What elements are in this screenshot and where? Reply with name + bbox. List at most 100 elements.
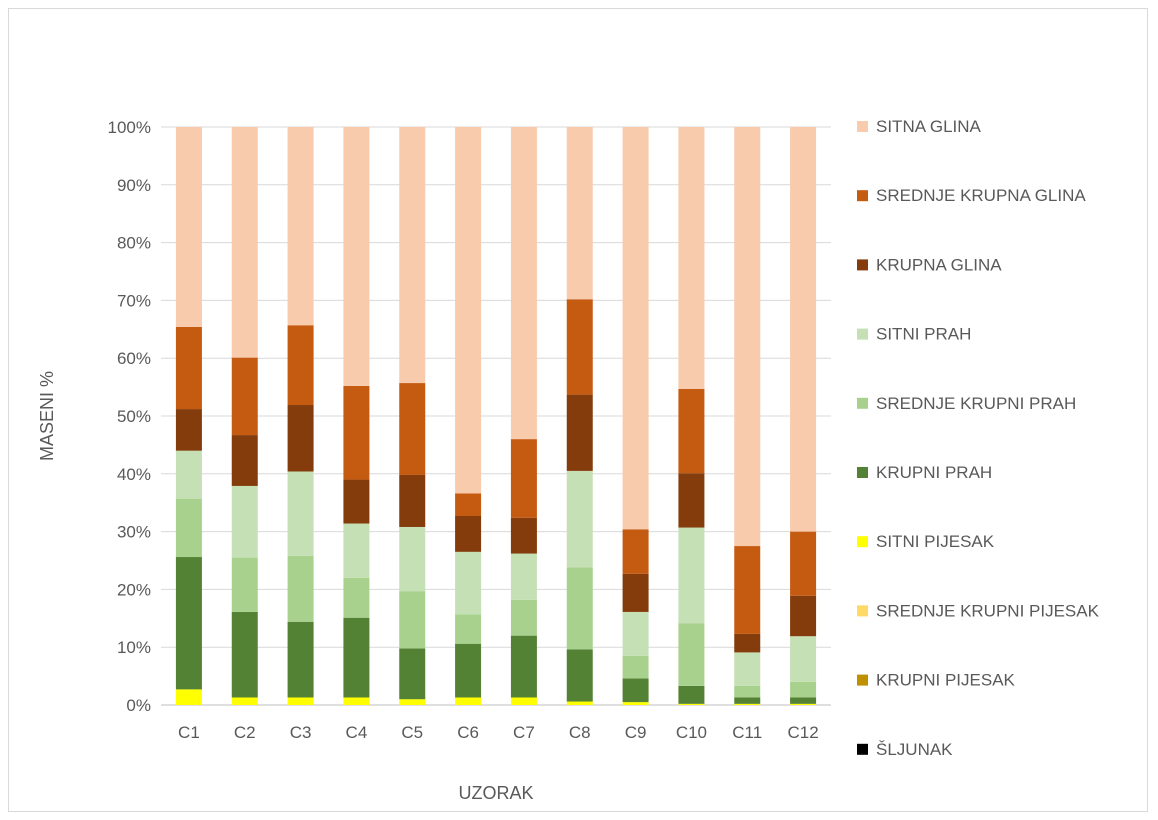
bar-segment-c8-8 [566,299,593,395]
bar-segment-c10-8 [678,388,705,474]
bar-segment-c12-4 [790,697,817,704]
legend-label: SREDNJE KRUPNI PRAH [876,394,1076,413]
legend-entry: ŠLJUNAK [857,740,953,759]
bar-segment-c12-8 [790,531,817,596]
legend-swatch [857,467,868,478]
legend-label: SITNI PIJESAK [876,532,995,551]
y-tick-label: 30% [117,523,151,542]
legend-label: ŠLJUNAK [876,740,953,759]
x-tick-label: C5 [401,723,423,742]
bar-segment-c1-5 [175,498,202,558]
legend-swatch [857,259,868,271]
bar-segment-c9-6 [622,611,649,656]
legend-label: KRUPNI PRAH [876,463,992,482]
y-axis-title: MASENI % [37,371,57,461]
bar-segment-c2-4 [231,611,258,698]
bar-segment-c6-7 [455,515,482,552]
x-tick-label: C8 [569,723,591,742]
legend-label: SITNI PRAH [876,325,971,344]
bar-segment-c10-3 [678,703,705,705]
bar-segment-c11-6 [734,652,761,686]
legend-swatch [857,328,868,340]
legend-swatch [857,121,868,132]
bar-segment-c7-4 [510,635,537,698]
bar-segment-c3-6 [287,471,314,556]
bar-segment-c7-9 [510,127,537,440]
bar-segment-c2-6 [231,485,258,558]
y-tick-label: 20% [117,580,151,599]
bar-segment-c8-6 [566,470,593,568]
x-tick-label: C10 [676,723,707,742]
bar-segment-c8-4 [566,649,593,702]
bar-segment-c10-9 [678,127,705,389]
bar-segment-c1-7 [175,409,202,451]
bar-segment-c7-3 [510,697,537,705]
legend-label: SREDNJE KRUPNI PIJESAK [876,601,1100,620]
x-tick-label: C2 [234,723,256,742]
y-tick-label: 0% [126,696,151,715]
bar-segment-c2-9 [231,127,258,358]
y-tick-label: 100% [108,118,151,137]
bar-segment-c11-9 [734,127,761,547]
bar-segment-c10-4 [678,685,705,704]
y-tick-label: 10% [117,638,151,657]
bar-segment-c9-8 [622,529,649,574]
bar-segment-c5-3 [399,699,426,705]
bar-segment-c7-5 [510,599,537,636]
bar-segment-c3-3 [287,697,314,705]
bar-segment-c4-6 [343,523,370,578]
legend-label: SITNA GLINA [876,117,982,136]
bar-segment-c4-7 [343,479,370,524]
bar-segment-c3-9 [287,127,314,326]
bar-segment-c4-8 [343,385,370,480]
x-tick-label: C3 [290,723,312,742]
bar-segment-c2-7 [231,435,258,486]
bar-segment-c11-8 [734,546,761,634]
bar-segment-c1-4 [175,557,202,690]
legend-entry: SREDNJE KRUPNA GLINA [857,186,1086,205]
legend-entry: SREDNJE KRUPNI PIJESAK [857,601,1100,620]
legend-label: KRUPNA GLINA [876,255,1002,274]
bar-segment-c7-7 [510,517,537,554]
bars [175,127,817,705]
bar-segment-c2-8 [231,357,258,436]
bar-segment-c12-9 [790,127,817,532]
bar-segment-c12-3 [790,703,817,705]
bar-segment-c8-3 [566,701,593,705]
bar-segment-c9-9 [622,127,649,530]
bar-segment-c12-7 [790,595,817,637]
bar-segment-c6-4 [455,643,482,698]
bar-segment-c4-3 [343,697,370,705]
bar-segment-c1-3 [175,689,202,705]
legend-entry: KRUPNA GLINA [857,255,1002,274]
y-tick-label: 70% [117,291,151,310]
bar-segment-c9-4 [622,678,649,703]
bar-segment-c7-6 [510,553,537,600]
legend-swatch [857,190,868,202]
y-axis-ticks: 0% 10% 20% 30% 40% 50% 60% 70% 80% 90% 100% [108,118,151,715]
bar-segment-c5-8 [399,383,426,475]
x-tick-label: C12 [787,723,818,742]
bar-segment-c9-3 [622,702,649,705]
bar-segment-c9-5 [622,655,649,679]
legend-swatch [857,397,868,409]
legend-swatch [857,743,868,755]
bar-segment-c5-6 [399,526,426,592]
bar-segment-c10-7 [678,473,705,528]
bar-segment-c2-5 [231,557,258,612]
legend-label: SREDNJE KRUPNA GLINA [876,186,1086,205]
x-tick-label: C4 [346,723,368,742]
bar-segment-c3-8 [287,325,314,406]
bar-segment-c10-5 [678,623,705,686]
bar-segment-c3-4 [287,621,314,698]
bar-segment-c9-7 [622,573,649,612]
bar-segment-c1-8 [175,326,202,410]
bar-segment-c11-5 [734,685,761,698]
bar-segment-c12-6 [790,636,817,682]
legend-swatch [857,536,868,548]
legend-entry: SITNI PRAH [857,325,971,344]
y-tick-label: 80% [117,234,151,253]
bar-segment-c5-5 [399,591,426,649]
x-tick-label: C7 [513,723,535,742]
x-axis: C1 C2 C3 C4 C5 C6 C7 C8 C9 C10 C11 C12 [178,723,819,742]
